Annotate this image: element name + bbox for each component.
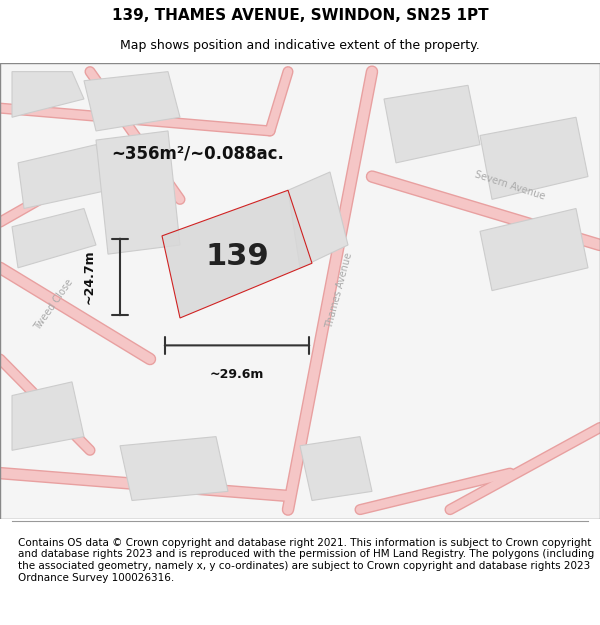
Text: 139, THAMES AVENUE, SWINDON, SN25 1PT: 139, THAMES AVENUE, SWINDON, SN25 1PT: [112, 8, 488, 23]
Polygon shape: [162, 190, 312, 318]
Polygon shape: [120, 437, 228, 501]
Polygon shape: [480, 118, 588, 199]
Text: Thames Avenue: Thames Avenue: [324, 252, 354, 329]
Text: ~29.6m: ~29.6m: [210, 368, 264, 381]
Polygon shape: [480, 209, 588, 291]
Text: Severn Avenue: Severn Avenue: [473, 169, 547, 202]
Polygon shape: [300, 437, 372, 501]
Text: 139: 139: [205, 242, 269, 271]
Polygon shape: [96, 131, 180, 254]
Text: Contains OS data © Crown copyright and database right 2021. This information is : Contains OS data © Crown copyright and d…: [18, 538, 594, 582]
Text: ~356m²/~0.088ac.: ~356m²/~0.088ac.: [112, 145, 284, 162]
Text: Map shows position and indicative extent of the property.: Map shows position and indicative extent…: [120, 39, 480, 51]
Polygon shape: [12, 209, 96, 268]
Polygon shape: [288, 172, 348, 268]
Polygon shape: [384, 85, 480, 163]
Text: ~24.7m: ~24.7m: [83, 249, 96, 304]
Polygon shape: [18, 144, 108, 209]
Polygon shape: [12, 382, 84, 450]
Text: Tweed Close: Tweed Close: [32, 277, 76, 332]
Polygon shape: [12, 72, 84, 118]
Polygon shape: [84, 72, 180, 131]
